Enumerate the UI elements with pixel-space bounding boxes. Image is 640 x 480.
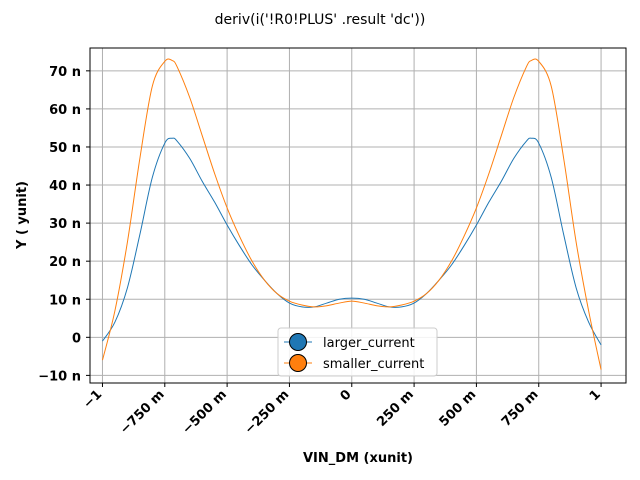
grid — [90, 48, 626, 383]
x-tick-label: −1 — [81, 387, 106, 412]
x-tick-label: −250 m — [242, 387, 292, 437]
legend-label-smaller_current: smaller_current — [323, 357, 424, 372]
legend-label-larger_current: larger_current — [323, 336, 415, 351]
x-tick-label: −750 m — [117, 387, 167, 437]
chart-title: deriv(i('!R0!PLUS' .result 'dc')) — [215, 12, 426, 28]
x-tick-label: 750 m — [499, 387, 542, 430]
y-tick-label: 30 n — [49, 217, 81, 232]
x-tick-label: 0 — [338, 387, 355, 404]
series-line-smaller_current — [101, 58, 602, 370]
series-line-larger_current — [102, 137, 602, 346]
y-tick-label: 50 n — [49, 141, 81, 156]
y-tick-label: 70 n — [49, 65, 81, 80]
y-axis-ticks: −10 n 0 10 n 20 n 30 n 40 n 50 n 60 n 70 n — [38, 65, 90, 384]
legend: larger_current smaller_current — [277, 327, 438, 377]
x-tick-label: 500 m — [437, 387, 480, 430]
x-axis-label: VIN_DM (xunit) — [303, 451, 413, 466]
plot-frame — [89, 47, 627, 384]
legend-box — [277, 327, 438, 377]
x-tick-label: 250 m — [374, 387, 417, 430]
y-tick-label: 20 n — [49, 255, 81, 270]
series-lines — [101, 58, 602, 370]
x-tick-label: 1 — [587, 387, 604, 404]
y-axis-label: Y ( yunit) — [15, 181, 30, 250]
y-tick-label: 0 — [72, 331, 81, 346]
y-tick-label: 60 n — [49, 103, 81, 118]
y-tick-label: 40 n — [49, 179, 81, 194]
y-tick-label: −10 n — [38, 369, 81, 384]
x-axis-ticks: −1 −750 m −500 m −250 m 0 250 m 500 m 750 m 1 — [81, 383, 604, 438]
x-tick-label: −500 m — [180, 387, 230, 437]
legend-marker-larger_current — [289, 333, 307, 351]
y-tick-label: 10 n — [49, 293, 81, 308]
legend-marker-smaller_current — [289, 354, 307, 372]
